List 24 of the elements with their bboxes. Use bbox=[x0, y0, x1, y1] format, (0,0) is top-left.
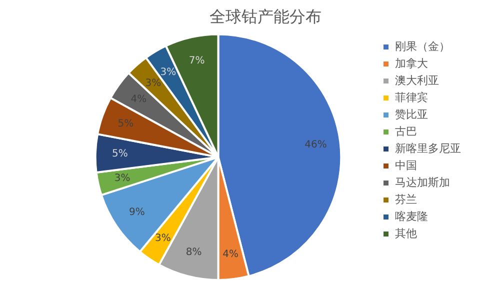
legend-label: 喀麦隆 bbox=[395, 210, 428, 223]
data-label: 9% bbox=[128, 206, 145, 218]
data-label: 3% bbox=[155, 233, 171, 244]
data-label: 3% bbox=[160, 67, 176, 78]
data-label: 3% bbox=[114, 173, 130, 184]
legend-label: 芬兰 bbox=[395, 192, 417, 206]
data-label: 4% bbox=[222, 249, 239, 260]
legend-label: 其他 bbox=[395, 226, 417, 240]
data-label: 3% bbox=[145, 78, 162, 89]
data-label: 7% bbox=[188, 56, 205, 67]
legend-label: 菲律宾 bbox=[395, 90, 428, 104]
data-label: 8% bbox=[186, 246, 202, 258]
chart-title: 全球钴产能分布 bbox=[210, 6, 322, 26]
legend-label: 马达加斯加 bbox=[395, 176, 450, 189]
data-label: 5% bbox=[112, 148, 128, 160]
legend-label: 加拿大 bbox=[395, 56, 428, 70]
legend-label: 赞比亚 bbox=[395, 108, 428, 121]
legend-label: 古巴 bbox=[395, 124, 417, 138]
legend-label: 新喀里多尼亚 bbox=[395, 142, 461, 155]
legend-label: 中国 bbox=[395, 158, 417, 172]
legend-label: 刚果（金） bbox=[395, 40, 450, 53]
data-label: 46% bbox=[304, 139, 327, 150]
data-label: 5% bbox=[118, 118, 134, 130]
legend-label: 澳大利亚 bbox=[395, 74, 439, 87]
